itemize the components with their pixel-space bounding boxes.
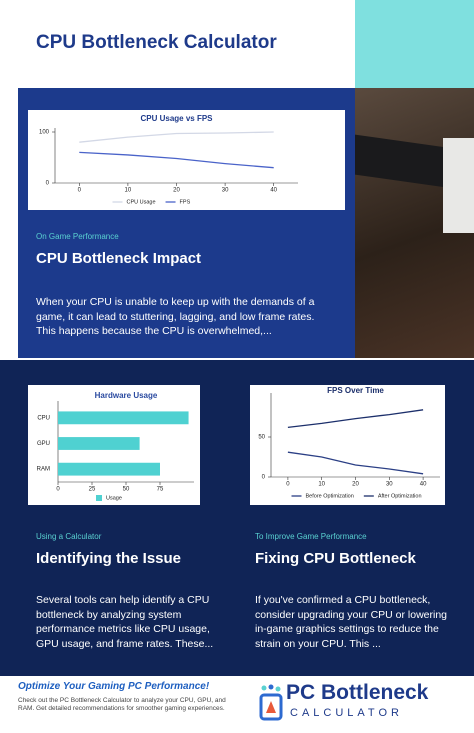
heading: Identifying the Issue <box>36 550 182 567</box>
paragraph: Several tools can help identify a CPU bo… <box>36 594 214 650</box>
x-tick-label: 25 <box>89 487 96 493</box>
paper <box>443 138 474 233</box>
legend-label: FPS <box>180 199 191 205</box>
x-tick-label: 20 <box>173 188 180 194</box>
y-tick-label: 0 <box>262 475 266 481</box>
logo-main: PC Bottleneck <box>286 681 429 704</box>
x-tick-label: 30 <box>386 482 393 488</box>
heading: CPU Bottleneck Impact <box>36 250 202 267</box>
kicker: Using a Calculator <box>36 532 102 541</box>
legend-label: Before Optimization <box>306 493 354 499</box>
y-tick-label: CPU <box>37 415 50 421</box>
paragraph: When your CPU is unable to keep up with … <box>36 296 315 337</box>
logo-sub: CALCULATOR <box>290 707 403 719</box>
x-tick-label: 30 <box>222 188 229 194</box>
x-tick-label: 20 <box>352 482 359 488</box>
footer-title: Optimize Your Gaming PC Performance! <box>18 681 210 692</box>
legend-swatch <box>96 495 102 501</box>
kicker: To Improve Game Performance <box>255 532 367 541</box>
chart-card <box>250 385 445 505</box>
legend-label: CPU Usage <box>127 199 156 205</box>
y-tick-label: 50 <box>258 435 265 441</box>
line-series <box>79 151 274 169</box>
bar <box>58 437 140 450</box>
accent-block <box>355 0 474 88</box>
bar <box>58 462 160 476</box>
page-title: CPU Bottleneck Calculator <box>36 32 277 53</box>
photo <box>355 88 474 358</box>
paragraph: If you've confirmed a CPU bottleneck, co… <box>255 594 448 650</box>
chart-title: CPU Usage vs FPS <box>140 114 213 123</box>
x-tick-label: 75 <box>157 487 164 493</box>
line-series <box>287 451 424 475</box>
chart: CPU Usage vs FPS 0 10 20 30 40 0 100 CPU Usage FP… <box>39 114 298 205</box>
chart-title: Hardware Usage <box>95 391 158 400</box>
chart: FPS Over Time 0 10 20 30 40 0 50 Before Optimiza… <box>258 386 440 499</box>
chart: Hardware Usage 0 25 50 75 CPU GPU RAM Usage <box>37 391 194 501</box>
logo-icon <box>259 684 283 721</box>
heading: Fixing CPU Bottleneck <box>255 550 416 567</box>
y-tick-label: 100 <box>39 130 50 136</box>
legend-label: After Optimization <box>378 493 422 499</box>
x-tick-label: 0 <box>286 482 290 488</box>
kicker: On Game Performance <box>36 232 119 241</box>
x-tick-label: 10 <box>318 482 325 488</box>
x-tick-label: 40 <box>270 188 277 194</box>
x-tick-label: 0 <box>78 188 82 194</box>
y-tick-label: RAM <box>37 467 50 473</box>
chart-title: FPS Over Time <box>327 386 384 395</box>
line-series <box>79 131 274 143</box>
x-tick-label: 0 <box>56 487 60 493</box>
x-tick-label: 10 <box>125 188 132 194</box>
footer-text: Check out the PC Bottleneck Calculator t… <box>18 697 226 712</box>
line-series <box>287 409 424 429</box>
x-tick-label: 50 <box>123 487 130 493</box>
bar <box>58 411 189 425</box>
x-tick-label: 40 <box>420 482 427 488</box>
y-tick-label: GPU <box>37 441 50 447</box>
legend-label: Usage <box>106 495 122 501</box>
y-tick-label: 0 <box>46 181 50 187</box>
